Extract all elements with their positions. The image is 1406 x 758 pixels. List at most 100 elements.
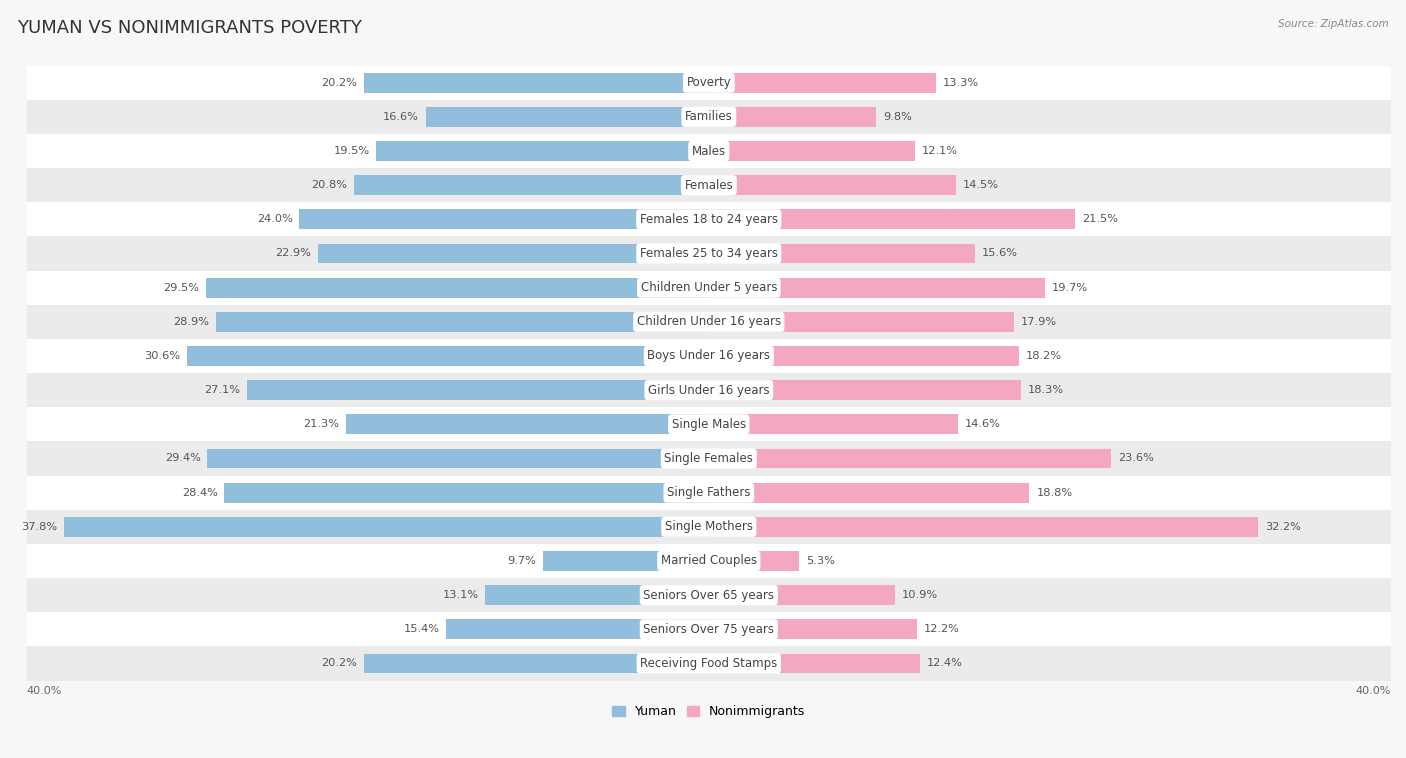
Text: 22.9%: 22.9% xyxy=(276,249,311,258)
Bar xyxy=(27,578,1391,612)
Text: 28.9%: 28.9% xyxy=(173,317,209,327)
Bar xyxy=(709,73,935,92)
Text: 20.8%: 20.8% xyxy=(311,180,347,190)
Bar xyxy=(709,517,1258,537)
Bar xyxy=(27,202,1391,236)
Bar xyxy=(709,585,894,605)
Text: Boys Under 16 years: Boys Under 16 years xyxy=(647,349,770,362)
Text: 40.0%: 40.0% xyxy=(1355,686,1391,696)
Text: 21.3%: 21.3% xyxy=(302,419,339,429)
Text: 12.2%: 12.2% xyxy=(924,625,959,634)
Bar xyxy=(27,168,1391,202)
Bar xyxy=(27,475,1391,509)
Text: 29.5%: 29.5% xyxy=(163,283,198,293)
Text: 29.4%: 29.4% xyxy=(165,453,201,463)
Text: Single Fathers: Single Fathers xyxy=(666,486,751,499)
Text: 12.4%: 12.4% xyxy=(927,659,963,669)
Text: 5.3%: 5.3% xyxy=(806,556,835,566)
Text: Single Mothers: Single Mothers xyxy=(665,520,752,534)
Bar xyxy=(446,619,709,639)
Bar xyxy=(709,381,1021,400)
Bar xyxy=(27,134,1391,168)
Bar xyxy=(27,339,1391,373)
Text: Children Under 5 years: Children Under 5 years xyxy=(641,281,778,294)
Bar xyxy=(426,107,709,127)
Text: 20.2%: 20.2% xyxy=(322,77,357,88)
Text: 17.9%: 17.9% xyxy=(1021,317,1057,327)
Bar xyxy=(318,243,709,264)
Bar xyxy=(27,544,1391,578)
Text: Seniors Over 75 years: Seniors Over 75 years xyxy=(644,623,775,636)
Text: 30.6%: 30.6% xyxy=(143,351,180,361)
Text: Females 18 to 24 years: Females 18 to 24 years xyxy=(640,213,778,226)
Bar xyxy=(364,73,709,92)
Text: Males: Males xyxy=(692,145,725,158)
Bar xyxy=(709,277,1045,298)
Bar xyxy=(27,66,1391,100)
Text: 40.0%: 40.0% xyxy=(27,686,62,696)
Bar xyxy=(246,381,709,400)
Bar xyxy=(27,236,1391,271)
Text: Females 25 to 34 years: Females 25 to 34 years xyxy=(640,247,778,260)
Text: 14.5%: 14.5% xyxy=(963,180,998,190)
Text: 19.7%: 19.7% xyxy=(1052,283,1088,293)
Legend: Yuman, Nonimmigrants: Yuman, Nonimmigrants xyxy=(607,700,810,723)
Bar xyxy=(709,243,974,264)
Bar xyxy=(485,585,709,605)
Text: 21.5%: 21.5% xyxy=(1083,215,1118,224)
Text: Single Females: Single Females xyxy=(665,452,754,465)
Bar xyxy=(377,141,709,161)
Text: Single Males: Single Males xyxy=(672,418,747,431)
Bar xyxy=(27,271,1391,305)
Bar xyxy=(709,483,1029,503)
Bar xyxy=(225,483,709,503)
Text: 9.8%: 9.8% xyxy=(883,112,911,122)
Text: 23.6%: 23.6% xyxy=(1118,453,1154,463)
Text: 15.4%: 15.4% xyxy=(404,625,439,634)
Text: 20.2%: 20.2% xyxy=(322,659,357,669)
Text: 18.2%: 18.2% xyxy=(1026,351,1062,361)
Text: 13.3%: 13.3% xyxy=(942,77,979,88)
Bar xyxy=(346,415,709,434)
Bar xyxy=(543,551,709,571)
Text: Families: Families xyxy=(685,111,733,124)
Text: 27.1%: 27.1% xyxy=(204,385,240,395)
Text: Females: Females xyxy=(685,179,733,192)
Text: 13.1%: 13.1% xyxy=(443,590,478,600)
Text: 10.9%: 10.9% xyxy=(901,590,938,600)
Bar xyxy=(709,415,957,434)
Text: 14.6%: 14.6% xyxy=(965,419,1001,429)
Text: 32.2%: 32.2% xyxy=(1265,522,1301,532)
Bar xyxy=(65,517,709,537)
Text: 18.8%: 18.8% xyxy=(1036,487,1073,498)
Bar xyxy=(364,653,709,673)
Text: Source: ZipAtlas.com: Source: ZipAtlas.com xyxy=(1278,19,1389,29)
Bar xyxy=(27,612,1391,647)
Text: Married Couples: Married Couples xyxy=(661,554,756,568)
Text: YUMAN VS NONIMMIGRANTS POVERTY: YUMAN VS NONIMMIGRANTS POVERTY xyxy=(17,19,361,37)
Bar xyxy=(354,175,709,195)
Bar xyxy=(709,653,921,673)
Bar xyxy=(709,551,799,571)
Bar xyxy=(709,346,1019,366)
Text: Children Under 16 years: Children Under 16 years xyxy=(637,315,780,328)
Bar xyxy=(709,619,917,639)
Bar xyxy=(205,277,709,298)
Text: 12.1%: 12.1% xyxy=(922,146,957,156)
Text: 18.3%: 18.3% xyxy=(1028,385,1064,395)
Text: 19.5%: 19.5% xyxy=(333,146,370,156)
Text: Seniors Over 65 years: Seniors Over 65 years xyxy=(644,589,775,602)
Bar xyxy=(27,305,1391,339)
Text: Receiving Food Stamps: Receiving Food Stamps xyxy=(640,657,778,670)
Text: 9.7%: 9.7% xyxy=(508,556,537,566)
Bar xyxy=(27,509,1391,544)
Bar xyxy=(709,449,1111,468)
Bar xyxy=(27,373,1391,407)
Bar xyxy=(709,312,1014,332)
Text: Girls Under 16 years: Girls Under 16 years xyxy=(648,384,769,396)
Bar xyxy=(27,647,1391,681)
Text: 16.6%: 16.6% xyxy=(382,112,419,122)
Bar xyxy=(27,441,1391,475)
Text: 37.8%: 37.8% xyxy=(21,522,58,532)
Bar xyxy=(709,175,956,195)
